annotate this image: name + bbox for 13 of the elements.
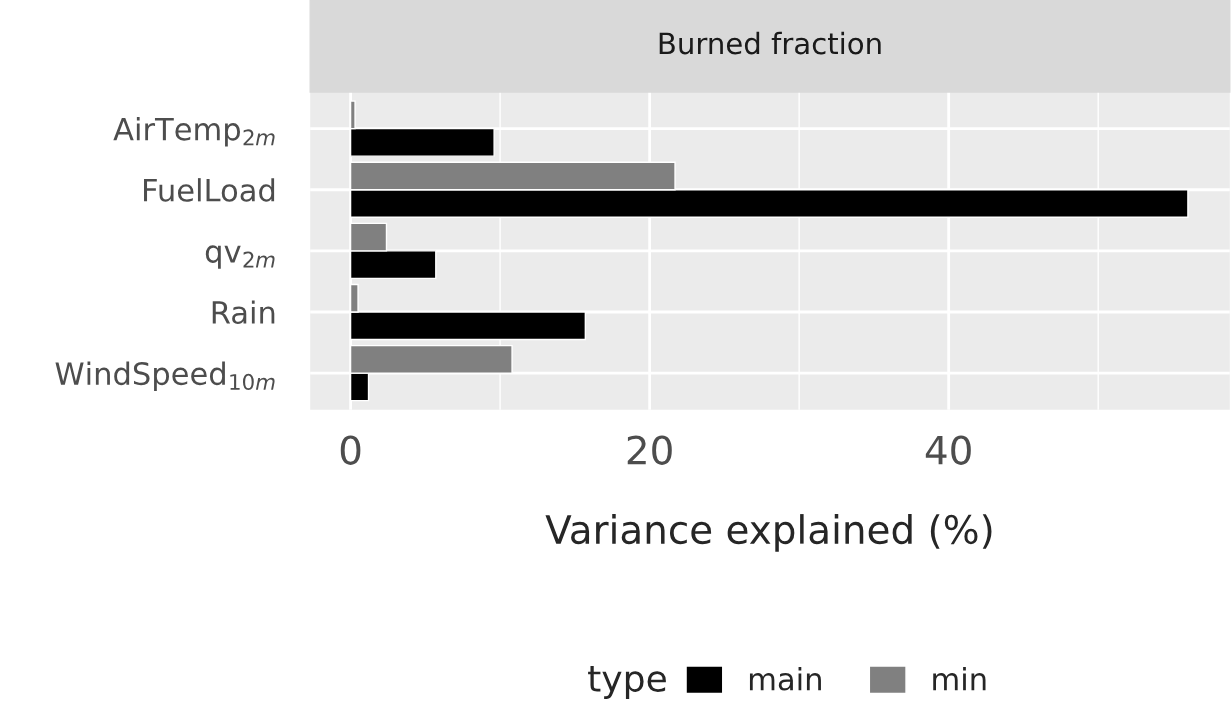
- x-axis-title: Variance explained (%): [545, 514, 992, 552]
- legend-label: main: [749, 666, 821, 691]
- legend-title: type: [588, 666, 666, 699]
- y-tick-label: Rain: [212, 300, 275, 325]
- x-tick-label: 40: [925, 435, 971, 465]
- y-tick-label: qv$_{2m}$: [205, 245, 275, 269]
- y-tick-label: AirTemp$_{2m}$: [113, 117, 275, 147]
- x-tick-label: 20: [627, 435, 672, 465]
- x-tick-label: 0: [340, 435, 361, 465]
- y-tick-label: WindSpeed$_{10m}$: [55, 361, 275, 392]
- y-tick-label: FuelLoad: [144, 178, 275, 202]
- chart-title: Burned fraction: [659, 31, 881, 55]
- legend-label: min: [933, 666, 986, 691]
